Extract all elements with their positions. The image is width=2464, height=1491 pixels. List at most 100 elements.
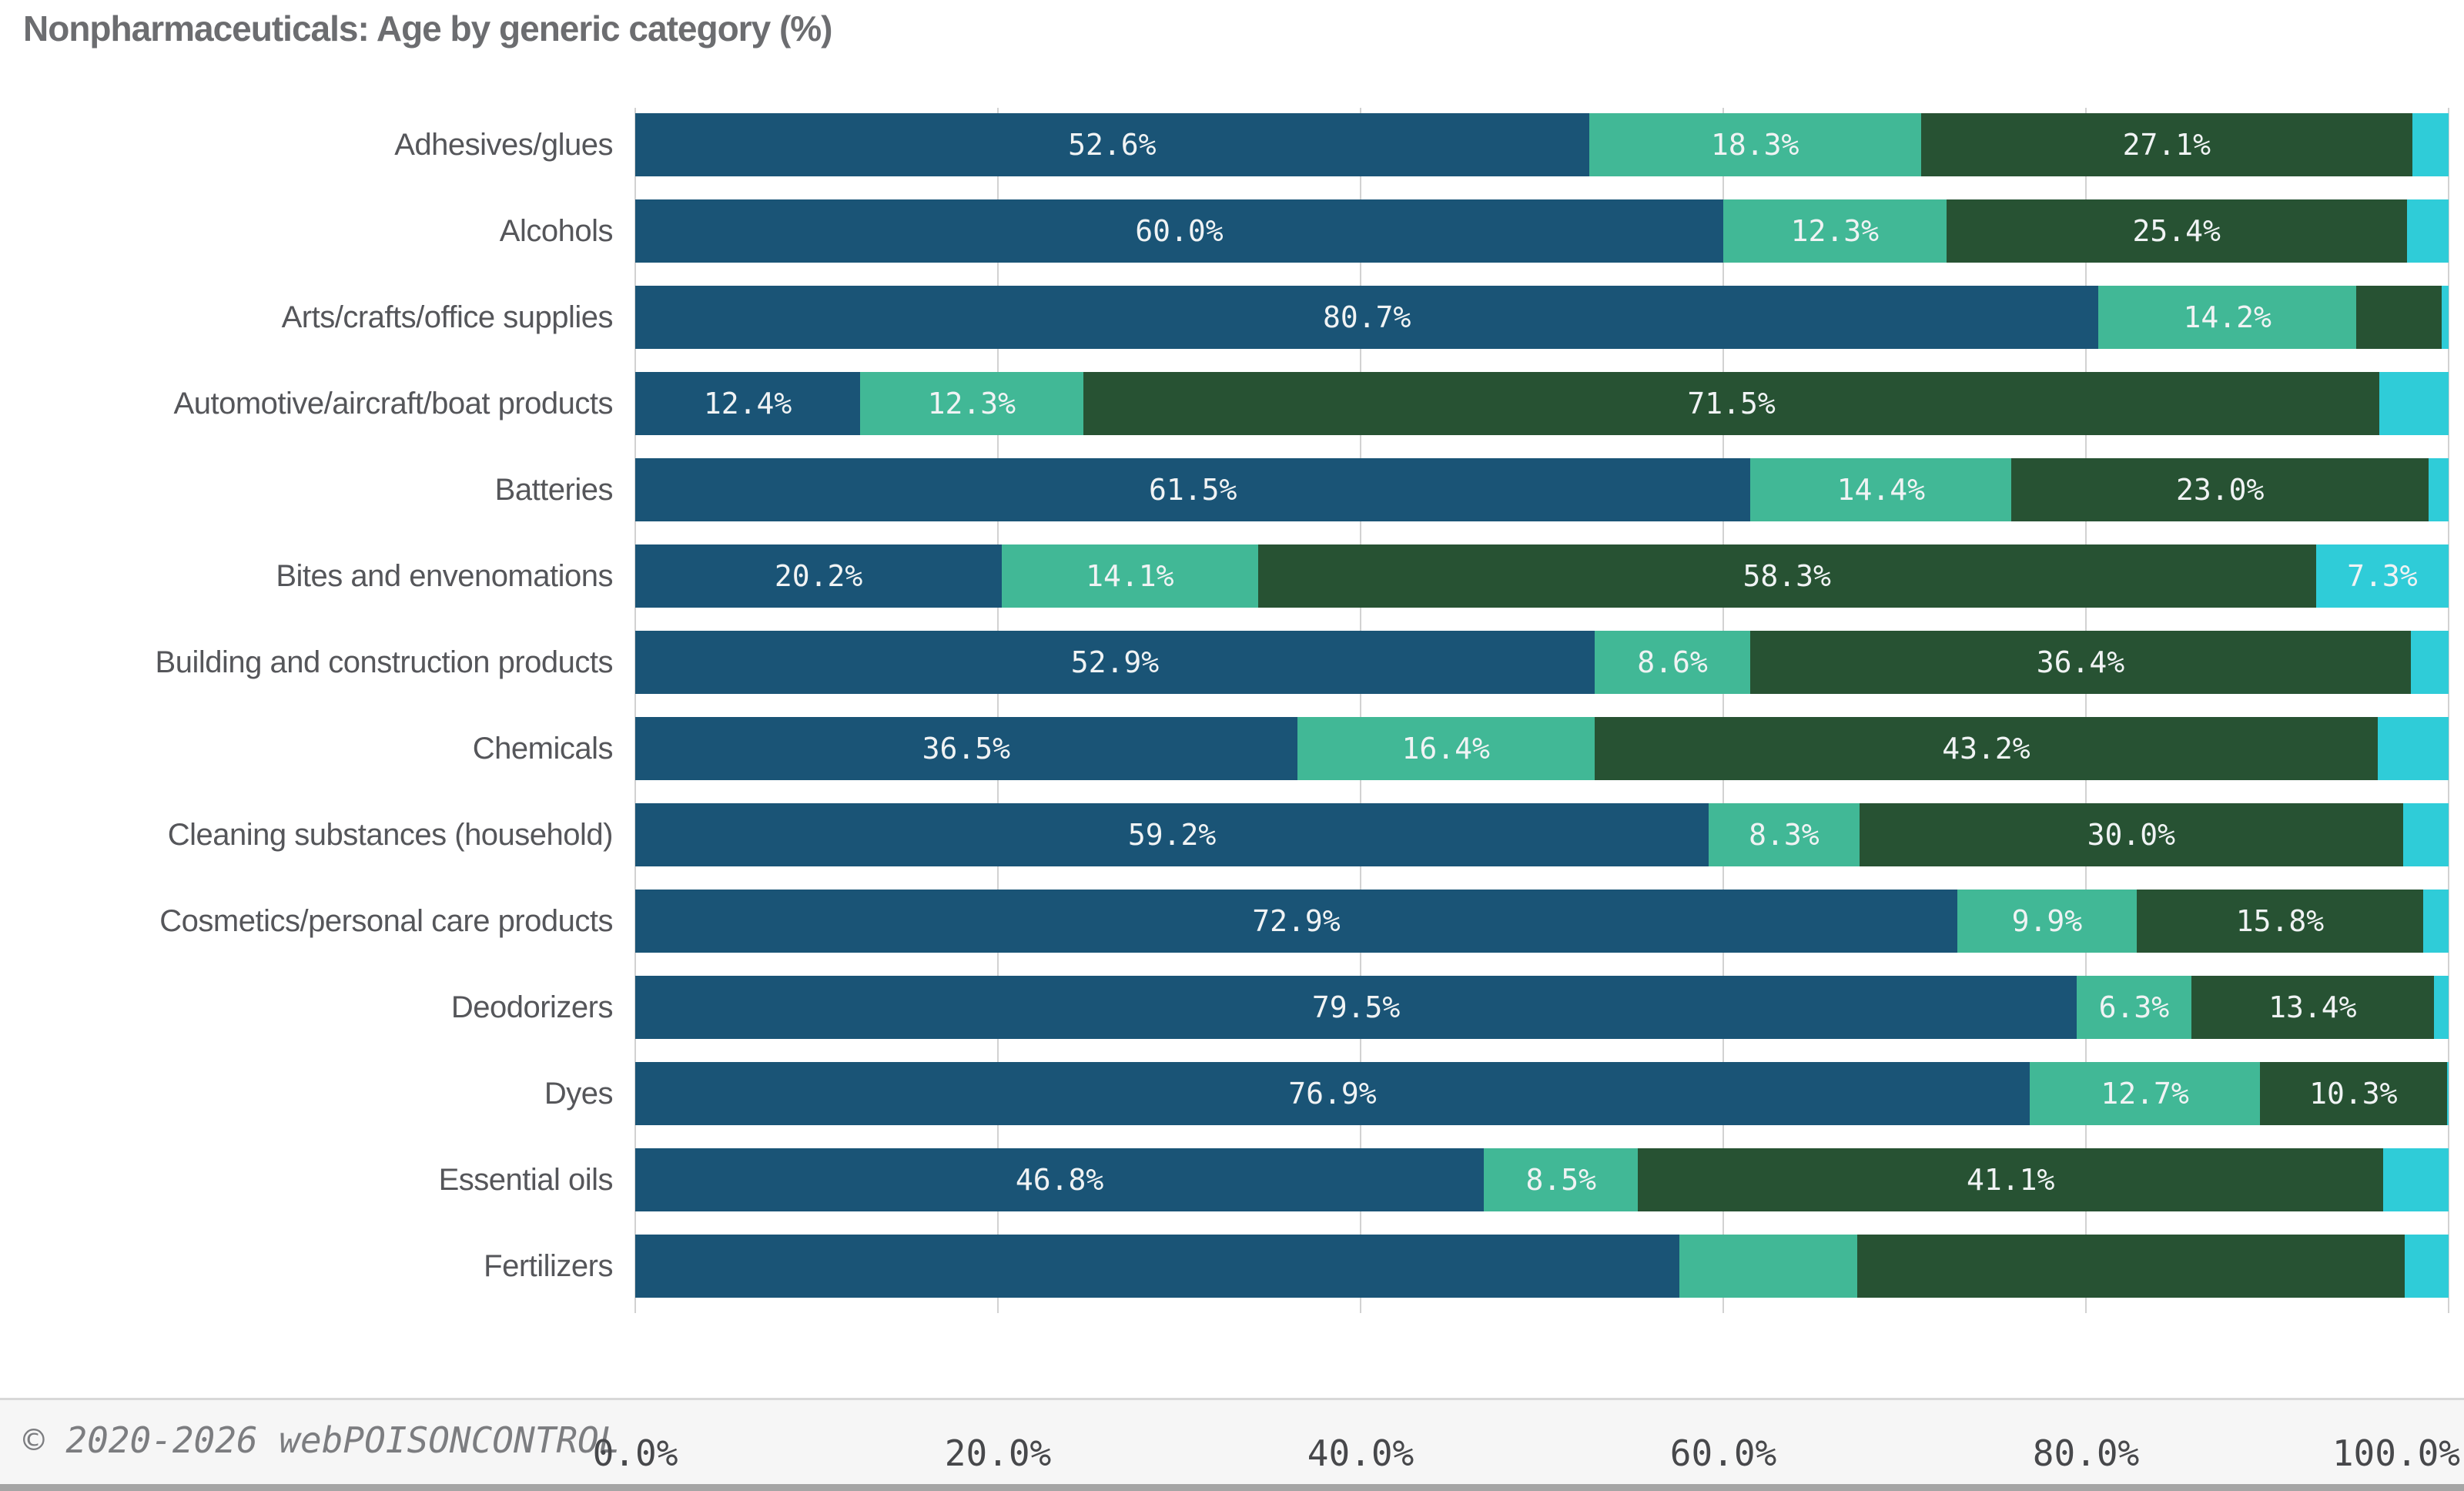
category-row: Cosmetics/personal care products 72.9% 9.9…: [0, 890, 2464, 953]
x-tick-label: 80.0%: [2032, 1432, 2140, 1474]
bar-segment-age-group-3[interactable]: 27.1%: [1920, 113, 2412, 176]
bar-value-label: 52.9%: [1070, 645, 1160, 679]
bar-segment-age-group-1[interactable]: 36.5%: [635, 717, 1297, 780]
bar-segment-age-group-4[interactable]: [2423, 890, 2449, 953]
chart-title: Nonpharmaceuticals: Age by generic categ…: [23, 8, 832, 49]
bar-segment-age-group-1[interactable]: 76.9%: [635, 1062, 2030, 1125]
copyright-text: © 2020-2026 webPOISONCONTROL: [23, 1419, 621, 1461]
bar-segment-age-group-4[interactable]: [2446, 1062, 2449, 1125]
bar-segment-age-group-3[interactable]: [2355, 286, 2442, 349]
bar-segment-age-group-1[interactable]: 20.2%: [635, 544, 1003, 608]
bar-segment-age-group-3[interactable]: [1857, 1235, 2405, 1298]
bar-value-label: 6.3%: [2098, 990, 2170, 1024]
bar-segment-age-group-4[interactable]: [2441, 286, 2449, 349]
bar-segment-age-group-3[interactable]: 58.3%: [1257, 544, 2316, 608]
category-label: Deodorizers: [450, 990, 614, 1024]
bar-segment-age-group-1[interactable]: 52.6%: [635, 113, 1589, 176]
bar-segment-age-group-4[interactable]: [2410, 631, 2449, 694]
bar-segment-age-group-3[interactable]: 13.4%: [2191, 976, 2435, 1039]
bar-segment-age-group-2[interactable]: 14.4%: [1750, 458, 2012, 521]
bar-segment-age-group-2[interactable]: 8.5%: [1484, 1148, 1639, 1211]
footer-bar: © 2020-2026 webPOISONCONTROL: [0, 1398, 2464, 1491]
bar-segment-age-group-3[interactable]: 41.1%: [1638, 1148, 2384, 1211]
category-row: Batteries 61.5% 14.4% 23.0%: [0, 458, 2464, 521]
bar-segment-age-group-4[interactable]: [2405, 1235, 2449, 1298]
x-tick-label: 0.0%: [592, 1432, 678, 1474]
category-label: Essential oils: [438, 1163, 614, 1197]
bar-segment-age-group-4[interactable]: [2429, 458, 2449, 521]
bar-value-label: 72.9%: [1252, 904, 1341, 938]
bar-segment-age-group-1[interactable]: 80.7%: [635, 286, 2099, 349]
bar-value-label: 13.4%: [2268, 990, 2357, 1024]
bar-segment-age-group-4[interactable]: [2379, 372, 2449, 435]
bar-value-label: 23.0%: [2176, 473, 2265, 507]
x-tick-label: 20.0%: [944, 1432, 1052, 1474]
category-row: Bites and envenomations 20.2% 14.1% 58.3% 7.…: [0, 544, 2464, 608]
bar-segment-age-group-2[interactable]: 9.9%: [1957, 890, 2137, 953]
bar-track: 52.6% 18.3% 27.1%: [635, 113, 2449, 176]
bar-segment-age-group-2[interactable]: 8.6%: [1594, 631, 1751, 694]
category-label: Automotive/aircraft/boat products: [173, 387, 614, 420]
bar-segment-age-group-3[interactable]: 25.4%: [1946, 199, 2407, 263]
bar-segment-age-group-1[interactable]: 79.5%: [635, 976, 2077, 1039]
category-row: Dyes 76.9% 12.7% 10.3%: [0, 1062, 2464, 1125]
bar-track: [635, 1235, 2449, 1298]
bar-segment-age-group-2[interactable]: 12.3%: [1723, 199, 1947, 263]
x-tick-label: 40.0%: [1307, 1432, 1414, 1474]
bar-segment-age-group-1[interactable]: 46.8%: [635, 1148, 1485, 1211]
bar-segment-age-group-3[interactable]: 36.4%: [1750, 631, 2411, 694]
bar-segment-age-group-1[interactable]: 12.4%: [635, 372, 861, 435]
bar-segment-age-group-1[interactable]: 52.9%: [635, 631, 1595, 694]
bar-track: 36.5% 16.4% 43.2%: [635, 717, 2449, 780]
bar-segment-age-group-4[interactable]: [2403, 803, 2449, 866]
bar-value-label: 14.1%: [1086, 559, 1174, 593]
bar-value-label: 30.0%: [2087, 818, 2176, 852]
category-row: Deodorizers 79.5% 6.3% 13.4%: [0, 976, 2464, 1039]
bar-segment-age-group-2[interactable]: 6.3%: [2077, 976, 2191, 1039]
bar-track: 12.4% 12.3% 71.5%: [635, 372, 2449, 435]
bar-track: 80.7% 14.2%: [635, 286, 2449, 349]
bar-segment-age-group-4[interactable]: [2383, 1148, 2449, 1211]
bar-segment-age-group-2[interactable]: 12.3%: [860, 372, 1083, 435]
bar-segment-age-group-2[interactable]: 16.4%: [1297, 717, 1595, 780]
bar-segment-age-group-3[interactable]: 71.5%: [1083, 372, 2380, 435]
category-label: Cleaning substances (household): [167, 818, 614, 852]
bar-segment-age-group-1[interactable]: [635, 1235, 1680, 1298]
category-label: Cosmetics/personal care products: [159, 904, 613, 938]
bar-segment-age-group-2[interactable]: 14.1%: [1002, 544, 1258, 608]
category-label: Arts/crafts/office supplies: [281, 300, 614, 334]
bar-segment-age-group-4[interactable]: 7.3%: [2315, 544, 2449, 608]
bar-segment-age-group-4[interactable]: [2406, 199, 2449, 263]
bar-segment-age-group-1[interactable]: 61.5%: [635, 458, 1751, 521]
bar-segment-age-group-2[interactable]: 12.7%: [2029, 1062, 2261, 1125]
bar-segment-age-group-3[interactable]: 10.3%: [2260, 1062, 2447, 1125]
bar-segment-age-group-4[interactable]: [2378, 717, 2449, 780]
bar-track: 61.5% 14.4% 23.0%: [635, 458, 2449, 521]
bar-segment-age-group-3[interactable]: 43.2%: [1594, 717, 2379, 780]
bar-value-label: 12.4%: [703, 387, 792, 420]
bar-value-label: 8.5%: [1525, 1163, 1596, 1197]
bar-segment-age-group-1[interactable]: 72.9%: [635, 890, 1957, 953]
bar-segment-age-group-4[interactable]: [2434, 976, 2449, 1039]
gridline: [634, 108, 636, 1313]
bar-value-label: 18.3%: [1711, 128, 1799, 162]
category-row: Essential oils 46.8% 8.5% 41.1%: [0, 1148, 2464, 1211]
gridline: [2085, 108, 2087, 1313]
bar-value-label: 8.3%: [1749, 818, 1820, 852]
category-row: Fertilizers: [0, 1235, 2464, 1298]
category-row: Building and construction products 52.9% 8…: [0, 631, 2464, 694]
bar-segment-age-group-3[interactable]: 30.0%: [1859, 803, 2404, 866]
bar-segment-age-group-4[interactable]: [2412, 113, 2449, 176]
bar-track: 76.9% 12.7% 10.3%: [635, 1062, 2449, 1125]
bar-segment-age-group-2[interactable]: 8.3%: [1709, 803, 1860, 866]
bar-segment-age-group-3[interactable]: 23.0%: [2011, 458, 2429, 521]
bar-value-label: 46.8%: [1015, 1163, 1104, 1197]
bar-segment-age-group-3[interactable]: 15.8%: [2136, 890, 2423, 953]
bar-segment-age-group-1[interactable]: 59.2%: [635, 803, 1709, 866]
category-label: Alcohols: [499, 214, 614, 248]
bar-segment-age-group-1[interactable]: 60.0%: [635, 199, 1723, 263]
bar-segment-age-group-2[interactable]: 14.2%: [2098, 286, 2356, 349]
bar-segment-age-group-2[interactable]: 18.3%: [1589, 113, 1921, 176]
bar-segment-age-group-2[interactable]: [1679, 1235, 1858, 1298]
gridlines: [634, 108, 2449, 1313]
